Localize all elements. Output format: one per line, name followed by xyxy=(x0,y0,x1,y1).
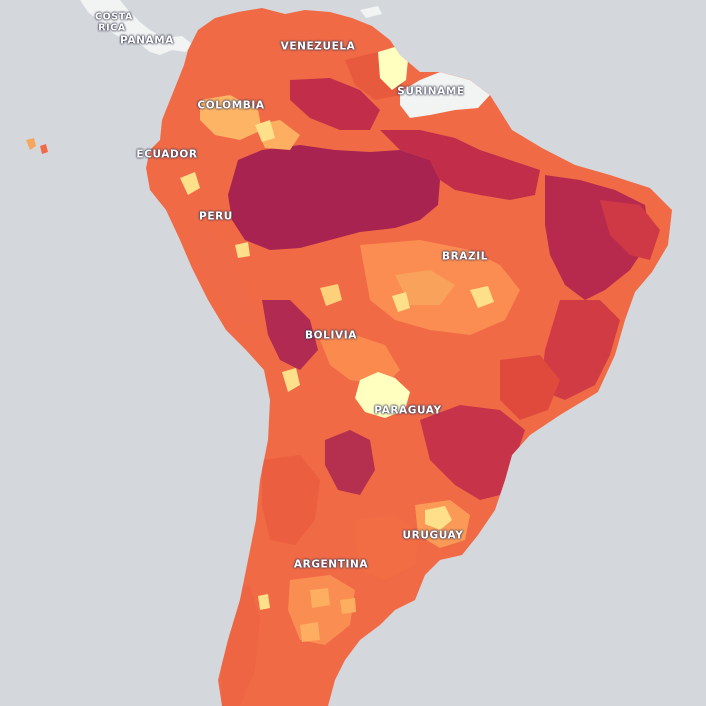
region-colombia-llanos xyxy=(200,95,262,140)
region-argentina-light-2 xyxy=(340,598,356,614)
region-uruguay-light xyxy=(425,506,452,530)
region-amazon-core xyxy=(228,145,440,250)
region-brazil-light-1 xyxy=(470,286,494,308)
label-suriname[interactable]: SURINAME xyxy=(397,85,465,98)
region-argentina-light-3 xyxy=(300,622,320,642)
region-brazil-light-3 xyxy=(320,284,342,306)
label-ecuador[interactable]: ECUADOR xyxy=(136,148,198,161)
label-costa-rica-line2[interactable]: RICA xyxy=(98,22,126,34)
galapagos-islands xyxy=(26,138,36,150)
label-costa-rica-line1[interactable]: COSTA xyxy=(95,11,133,23)
region-argentina-west xyxy=(262,455,320,545)
region-chaco xyxy=(325,430,375,495)
choropleth-regions xyxy=(180,46,660,706)
region-brazil-light-2 xyxy=(392,292,410,312)
region-east-brazil xyxy=(540,300,620,400)
region-french-guiana-no-data xyxy=(400,72,490,118)
region-brazil-coast xyxy=(600,200,660,260)
region-amazon-north xyxy=(380,130,540,200)
label-panama[interactable]: PANAMA xyxy=(120,34,174,47)
label-venezuela[interactable]: VENEZUELA xyxy=(280,40,356,53)
region-bolivia-east xyxy=(320,335,400,385)
region-mato-grosso xyxy=(395,270,455,305)
region-bolivia-light xyxy=(282,368,300,392)
region-brazil-southeast xyxy=(500,355,560,420)
region-suriname-light xyxy=(378,46,408,90)
caribbean-islands xyxy=(360,6,382,18)
galapagos-islands-2 xyxy=(40,144,48,154)
label-peru[interactable]: PERU xyxy=(199,210,233,223)
region-paraguay-light xyxy=(355,372,410,418)
label-brazil[interactable]: BRAZIL xyxy=(441,250,489,263)
region-ecuador-light xyxy=(180,172,200,195)
label-colombia[interactable]: COLOMBIA xyxy=(197,99,265,112)
region-peru-coast xyxy=(186,220,262,330)
region-south-brazil xyxy=(420,405,525,500)
label-paraguay[interactable]: PARAGUAY xyxy=(374,404,442,417)
region-andes-bolivia xyxy=(262,300,318,370)
label-uruguay[interactable]: URUGUAY xyxy=(402,529,464,542)
region-venezuela-east xyxy=(290,78,380,130)
central-america-land xyxy=(80,0,192,55)
label-argentina[interactable]: ARGENTINA xyxy=(293,558,369,571)
region-argentina-light-1 xyxy=(310,588,330,608)
label-bolivia[interactable]: BOLIVIA xyxy=(305,329,357,342)
region-peru-light xyxy=(235,242,250,258)
region-pampas xyxy=(355,515,420,580)
region-colombia-light xyxy=(255,120,275,142)
region-chile-light xyxy=(258,594,270,610)
